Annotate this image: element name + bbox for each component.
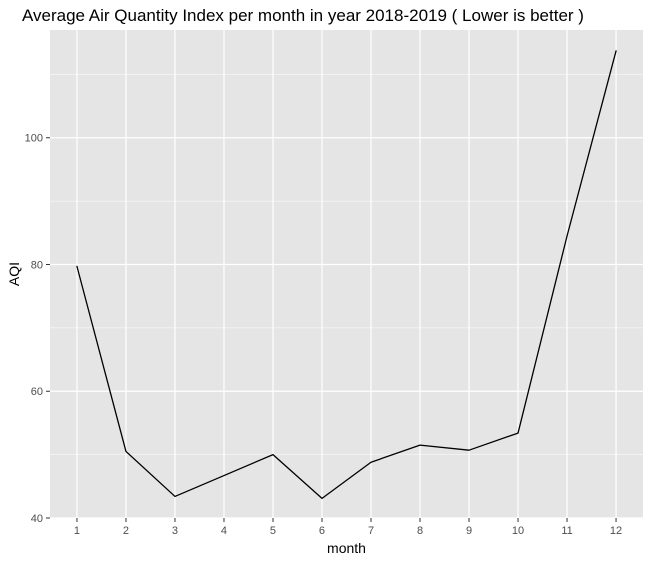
plot-panel <box>50 30 643 518</box>
y-axis-title: AQI <box>6 262 22 286</box>
series-line-aqi <box>76 50 617 499</box>
x-tick-label: 5 <box>270 525 276 537</box>
x-tick-label: 3 <box>172 525 178 537</box>
x-tick-label: 1 <box>74 525 80 537</box>
y-tick-label: 40 <box>31 513 43 525</box>
grid-major-x <box>76 30 617 518</box>
y-tick-label: 100 <box>25 133 43 145</box>
x-axis-tick-labels: 1 2 3 4 5 6 7 8 9 10 11 12 <box>74 525 622 537</box>
x-tick-label: 12 <box>610 525 622 537</box>
y-axis-ticks <box>46 137 50 519</box>
x-tick-label: 4 <box>221 525 227 537</box>
x-tick-label: 11 <box>561 525 572 537</box>
x-tick-label: 8 <box>417 525 423 537</box>
x-tick-label: 7 <box>368 525 374 537</box>
y-tick-label: 80 <box>31 259 43 271</box>
x-axis-ticks <box>76 518 617 522</box>
x-axis-title: month <box>327 540 366 556</box>
grid-major-y <box>50 137 643 519</box>
x-tick-label: 10 <box>512 525 524 537</box>
x-tick-label: 6 <box>319 525 325 537</box>
x-tick-label: 2 <box>123 525 129 537</box>
chart-title: Average Air Quantity Index per month in … <box>22 6 584 25</box>
x-tick-label: 9 <box>466 525 472 537</box>
y-tick-label: 60 <box>31 386 43 398</box>
y-axis-tick-labels: 40 60 80 100 <box>25 133 43 525</box>
